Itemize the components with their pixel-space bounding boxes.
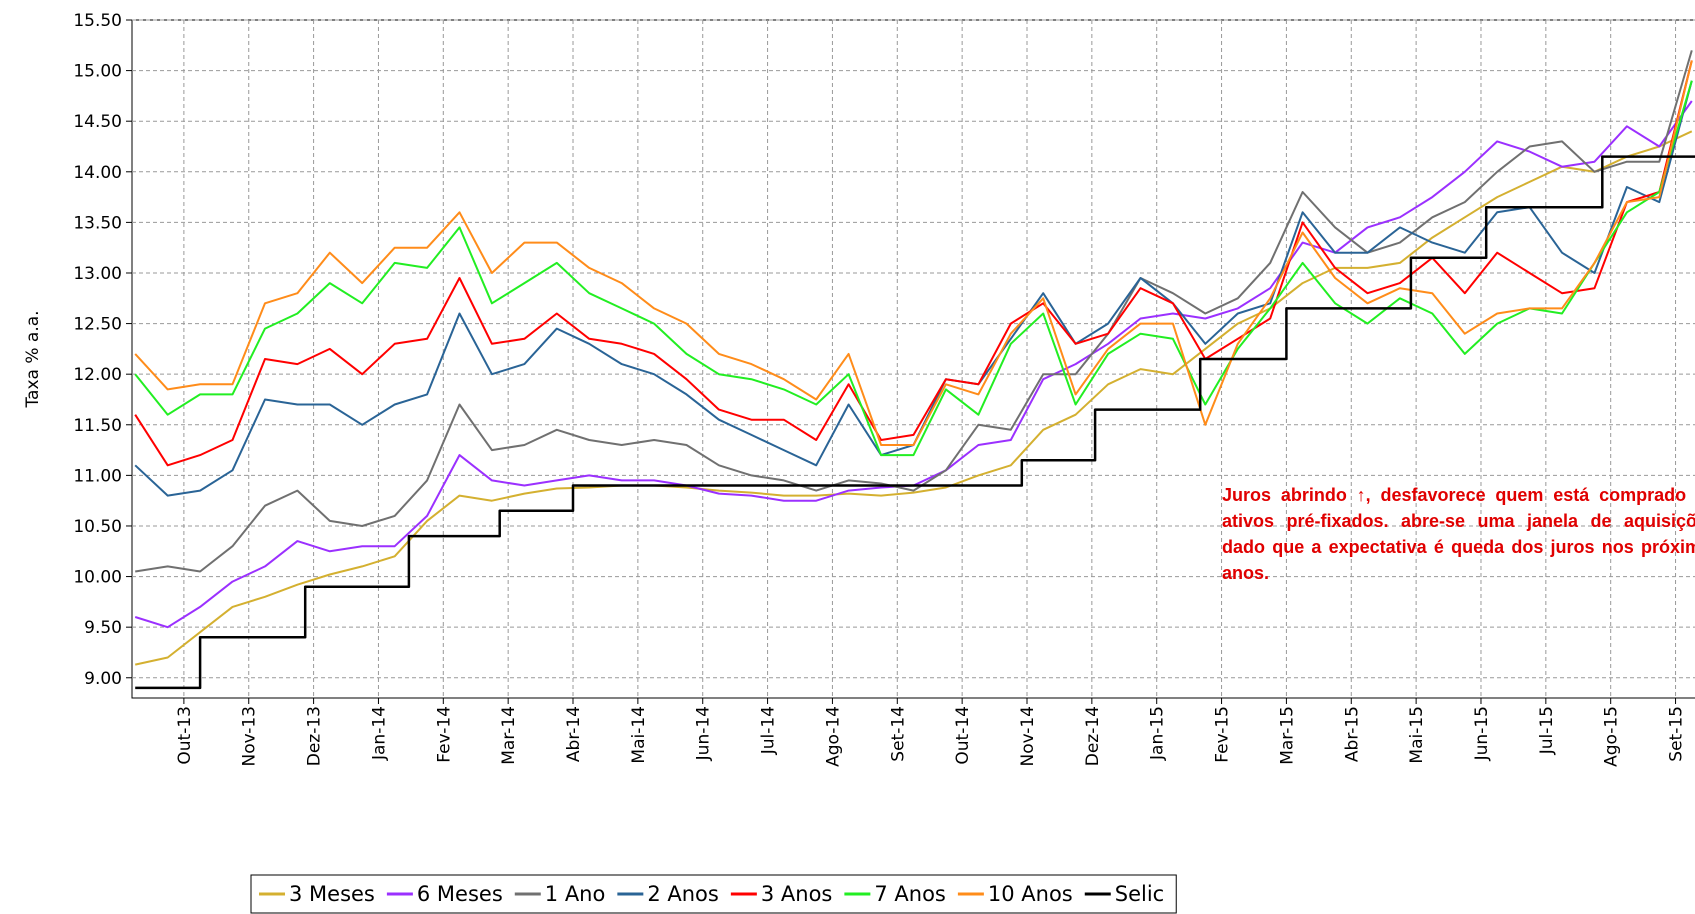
x-tick-label: Abr-15 (1342, 706, 1362, 762)
x-tick-label: Out-13 (175, 706, 195, 765)
series-line (135, 50, 1693, 573)
series-line (134, 60, 1693, 446)
legend-label: 6 Meses (417, 882, 503, 906)
x-tick-label: Out-14 (953, 706, 973, 765)
x-tick-label: Jul-14 (759, 706, 779, 755)
x-tick-label: Fev-14 (434, 706, 454, 763)
x-tick-label: Nov-13 (240, 706, 260, 767)
y-tick-label: 14.50 (73, 112, 122, 132)
x-tick-label: Jun-14 (694, 706, 714, 761)
y-tick-label: 9.50 (84, 618, 122, 638)
x-tick-label: Abr-14 (564, 706, 584, 762)
x-tick-label: Ago-15 (1602, 706, 1622, 767)
legend: 3 Meses 6 Meses 1 Ano 2 Anos 3 Anos 7 Anos 10 … (250, 874, 1177, 914)
legend-label: 1 Ano (545, 882, 606, 906)
x-tick-label: Jun-15 (1472, 706, 1492, 761)
legend-label: 7 Anos (874, 882, 946, 906)
y-tick-label: 10.00 (73, 568, 122, 588)
y-tick-label: 13.00 (73, 264, 122, 284)
x-tick-label: Mar-14 (499, 706, 519, 765)
x-tick-label: Ago-14 (823, 706, 843, 767)
x-tick-label: Mai-15 (1407, 706, 1427, 764)
x-tick-label: Mar-15 (1277, 706, 1297, 765)
y-tick-label: 13.50 (73, 213, 122, 233)
y-tick-label: 15.50 (73, 11, 122, 31)
plot-area (131, 19, 1695, 699)
legend-label: 10 Anos (988, 882, 1073, 906)
y-tick-label: 11.00 (73, 466, 122, 486)
y-tick-label: 12.50 (73, 315, 122, 335)
x-tick-label: Set-15 (1667, 706, 1687, 762)
x-tick-label: Mai-14 (629, 706, 649, 764)
annotation: Juros abrindo ↑, desfavorece quem está c… (1222, 485, 1695, 583)
legend-label: Selic (1115, 882, 1164, 906)
x-tick-label: Nov-14 (1018, 706, 1038, 767)
y-axis-label: Taxa % a.a. (23, 310, 43, 408)
x-tick-label: Fev-15 (1213, 706, 1233, 763)
legend-label: 2 Anos (647, 882, 719, 906)
x-tick-label: Dez-13 (305, 706, 325, 766)
x-tick-label: Jan-14 (369, 706, 389, 761)
x-tick-label: Jul-15 (1537, 706, 1557, 755)
legend-label: 3 Meses (289, 882, 375, 906)
legend-label: 3 Anos (761, 882, 833, 906)
y-tick-label: 9.00 (84, 669, 122, 689)
y-tick-label: 15.00 (73, 62, 122, 82)
y-tick-label: 11.50 (73, 416, 122, 436)
y-tick-label: 10.50 (73, 517, 122, 537)
y-tick-label: 14.00 (73, 163, 122, 183)
series-line (135, 155, 1695, 690)
series-line (134, 80, 1693, 457)
x-tick-label: Set-14 (888, 706, 908, 762)
x-tick-label: Jan-15 (1148, 706, 1168, 761)
series-line (134, 130, 1693, 666)
y-tick-label: 12.00 (73, 365, 122, 385)
x-tick-label: Dez-14 (1083, 706, 1103, 766)
